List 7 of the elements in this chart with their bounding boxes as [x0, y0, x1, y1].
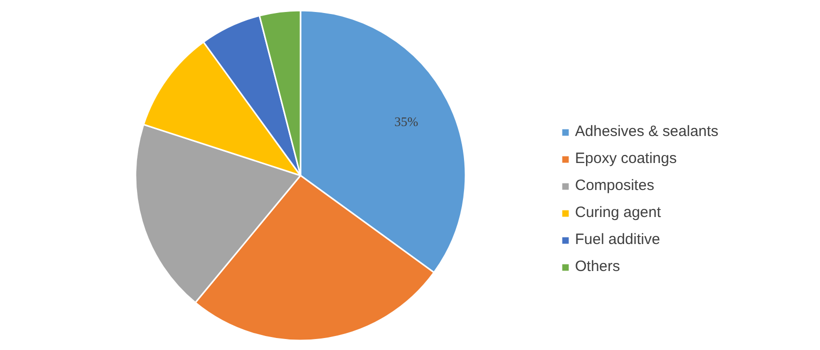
data-label: 35% [394, 114, 418, 130]
legend-label: Curing agent [575, 204, 661, 221]
legend-label: Fuel additive [575, 231, 660, 248]
legend-label: Epoxy coatings [575, 150, 677, 167]
legend-label: Adhesives & sealants [575, 123, 718, 140]
legend-label: Composites [575, 177, 654, 194]
legend-label: Others [575, 258, 620, 275]
